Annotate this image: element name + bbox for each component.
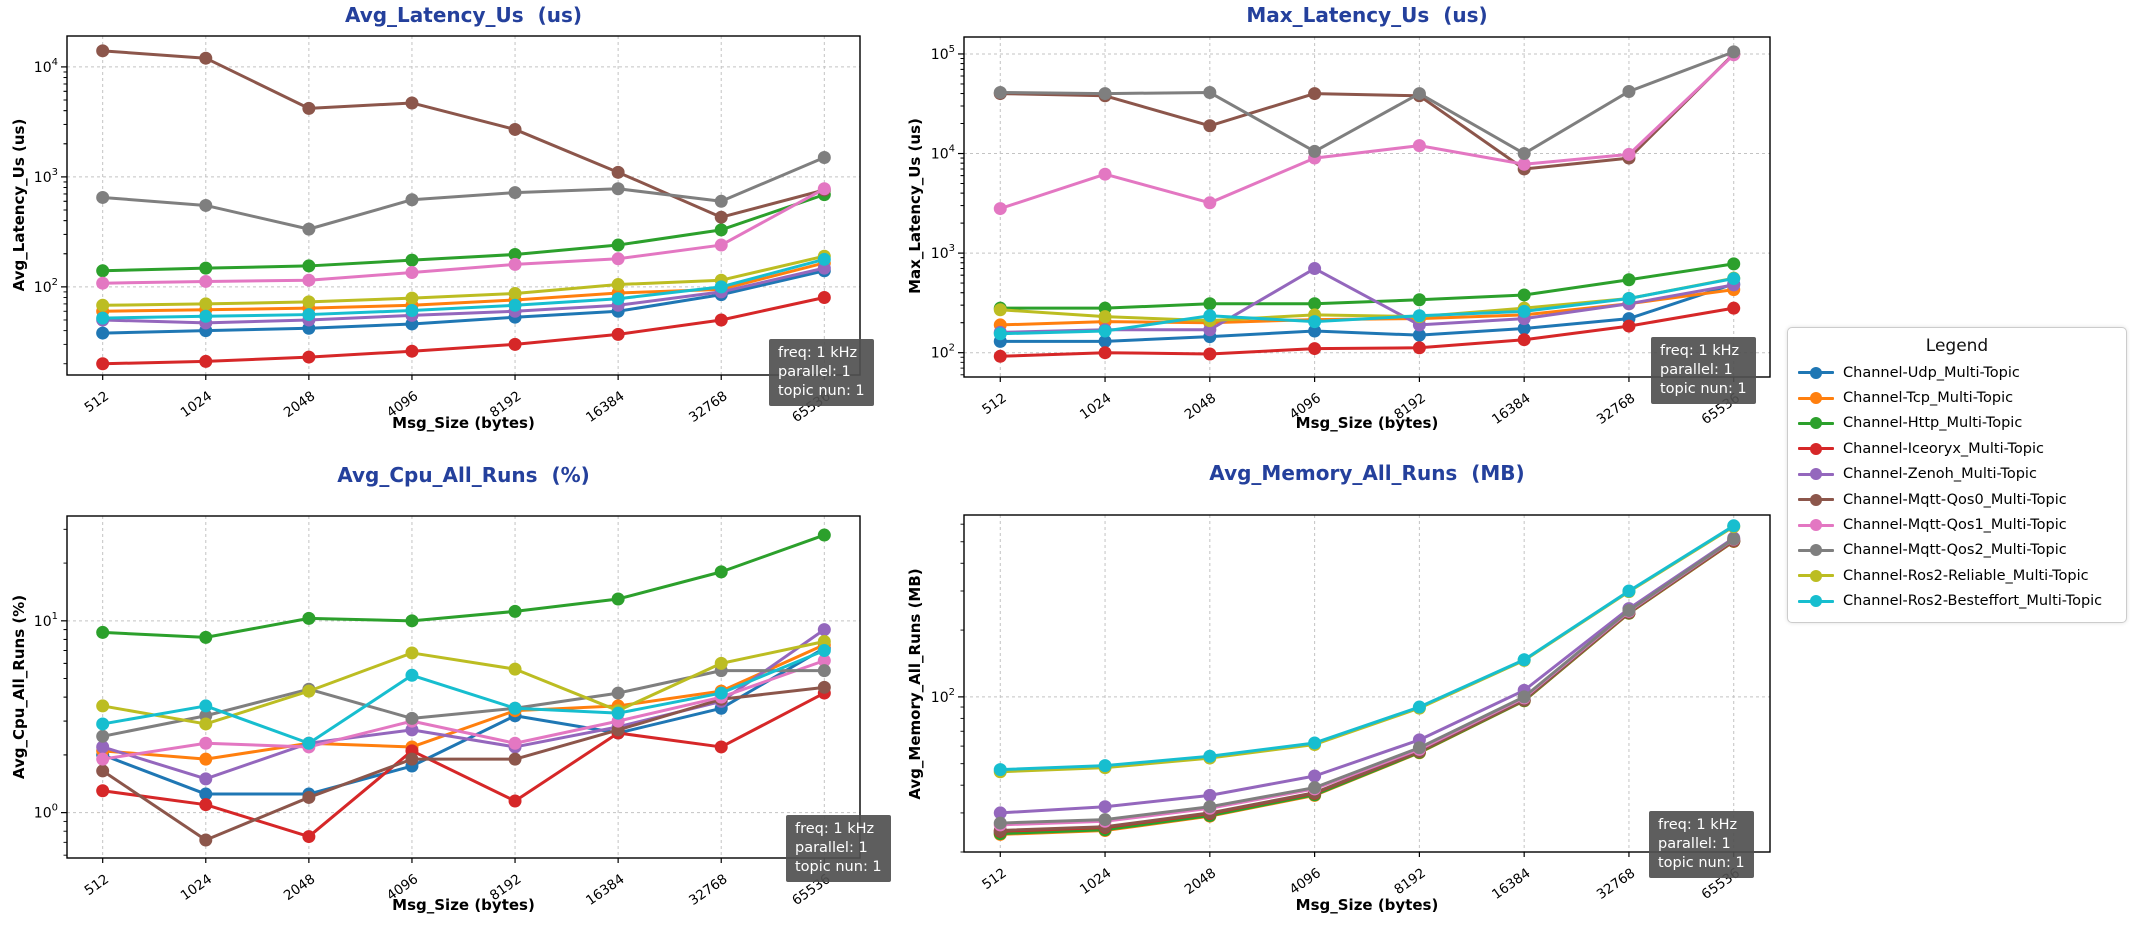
legend-entry-label: Channel-Zenoh_Multi-Topic [1843, 466, 2037, 483]
svg-text:512: 512 [979, 865, 1009, 893]
run-config-annotation: freq: 1 kHz parallel: 1 topic nun: 1 [1651, 337, 1756, 405]
legend-line-marker-icon [1798, 391, 1834, 405]
svg-text:8192: 8192 [1391, 865, 1428, 898]
chart-title-max-latency: Max_Latency_Us (us) [1246, 3, 1488, 27]
legend-entry: Channel-Iceoryx_Multi-Topic [1798, 436, 2116, 461]
svg-text:102: 102 [931, 343, 955, 362]
svg-text:1024: 1024 [1077, 865, 1114, 898]
legend-line-marker-icon [1798, 569, 1834, 583]
legend-line-marker-icon [1798, 416, 1834, 430]
legend-entry: Channel-Ros2-Besteffort_Multi-Topic [1798, 589, 2116, 614]
svg-text:104: 104 [931, 144, 955, 163]
legend-entries: Channel-Udp_Multi-Topic Channel-Tcp_Multi… [1798, 360, 2116, 614]
annotation-topic-num: topic nun: 1 [778, 383, 865, 400]
annotation-parallel: parallel: 1 [1658, 836, 1731, 853]
legend-title: Legend [1925, 336, 1989, 356]
annotation-freq: freq: 1 kHz [1658, 817, 1738, 833]
legend-entry: Channel-Tcp_Multi-Topic [1798, 385, 2116, 410]
annotation-topic-num: topic nun: 1 [1660, 381, 1747, 398]
legend-line-marker-icon [1798, 543, 1834, 557]
chart-title-avg-cpu: Avg_Cpu_All_Runs (%) [337, 463, 590, 487]
annotation-freq: freq: 1 kHz [1660, 343, 1740, 359]
legend-entry: Channel-Mqtt-Qos0_Multi-Topic [1798, 487, 2116, 512]
x-axis-label-avg-cpu: Msg_Size (bytes) [392, 896, 535, 914]
legend-entry-label: Channel-Ros2-Reliable_Multi-Topic [1843, 567, 2089, 584]
svg-text:103: 103 [34, 167, 58, 186]
legend: Legend Channel-Udp_Multi-Topic Channel-Tc… [1787, 327, 2127, 623]
chart-title-avg-memory: Avg_Memory_All_Runs (MB) [1209, 461, 1525, 485]
legend-entry-label: Channel-Mqtt-Qos1_Multi-Topic [1843, 517, 2067, 534]
legend-entry-label: Channel-Iceoryx_Multi-Topic [1843, 440, 2044, 457]
svg-text:100: 100 [34, 803, 58, 822]
annotation-parallel: parallel: 1 [778, 364, 851, 381]
annotation-freq: freq: 1 kHz [795, 821, 875, 837]
legend-entry: Channel-Zenoh_Multi-Topic [1798, 462, 2116, 487]
run-config-annotation: freq: 1 kHz parallel: 1 topic nun: 1 [769, 339, 874, 407]
legend-entry-label: Channel-Tcp_Multi-Topic [1843, 390, 2014, 407]
legend-entry: Channel-Mqtt-Qos1_Multi-Topic [1798, 512, 2116, 537]
legend-entry: Channel-Http_Multi-Topic [1798, 411, 2116, 436]
legend-line-marker-icon [1798, 442, 1834, 456]
svg-text:104: 104 [34, 57, 58, 76]
legend-line-marker-icon [1798, 366, 1834, 380]
svg-text:101: 101 [34, 611, 58, 630]
annotation-freq: freq: 1 kHz [778, 345, 858, 361]
legend-entry-label: Channel-Ros2-Besteffort_Multi-Topic [1843, 593, 2103, 610]
run-config-annotation: freq: 1 kHz parallel: 1 topic nun: 1 [786, 815, 891, 883]
legend-entry-label: Channel-Mqtt-Qos2_Multi-Topic [1843, 542, 2067, 559]
svg-text:2048: 2048 [1182, 865, 1219, 898]
svg-text:512: 512 [82, 871, 112, 899]
svg-text:105: 105 [931, 44, 955, 63]
svg-text:103: 103 [931, 243, 955, 262]
legend-line-marker-icon [1798, 518, 1834, 532]
svg-text:512: 512 [82, 388, 112, 416]
svg-text:102: 102 [931, 687, 955, 706]
svg-text:102: 102 [34, 277, 58, 296]
run-config-annotation: freq: 1 kHz parallel: 1 topic nun: 1 [1649, 811, 1754, 879]
legend-entry: Channel-Ros2-Reliable_Multi-Topic [1798, 563, 2116, 588]
legend-line-marker-icon [1798, 467, 1834, 481]
annotation-parallel: parallel: 1 [795, 840, 868, 857]
legend-entry: Channel-Mqtt-Qos2_Multi-Topic [1798, 538, 2116, 563]
annotation-parallel: parallel: 1 [1660, 362, 1733, 379]
svg-text:4096: 4096 [1287, 865, 1324, 898]
x-axis-label-max-latency: Msg_Size (bytes) [1295, 414, 1439, 432]
legend-line-marker-icon [1798, 493, 1834, 507]
legend-entry: Channel-Udp_Multi-Topic [1798, 360, 2116, 385]
legend-entry-label: Channel-Http_Multi-Topic [1843, 415, 2023, 432]
x-axis-label-avg-latency: Msg_Size (bytes) [392, 414, 535, 432]
annotation-topic-num: topic nun: 1 [795, 859, 882, 876]
legend-line-marker-icon [1798, 594, 1834, 608]
x-axis-label-avg-memory: Msg_Size (bytes) [1295, 896, 1439, 914]
chart-title-avg-latency: Avg_Latency_Us (us) [344, 3, 583, 27]
legend-entry-label: Channel-Mqtt-Qos0_Multi-Topic [1843, 491, 2067, 508]
annotation-topic-num: topic nun: 1 [1658, 855, 1745, 872]
legend-entry-label: Channel-Udp_Multi-Topic [1843, 364, 2020, 381]
